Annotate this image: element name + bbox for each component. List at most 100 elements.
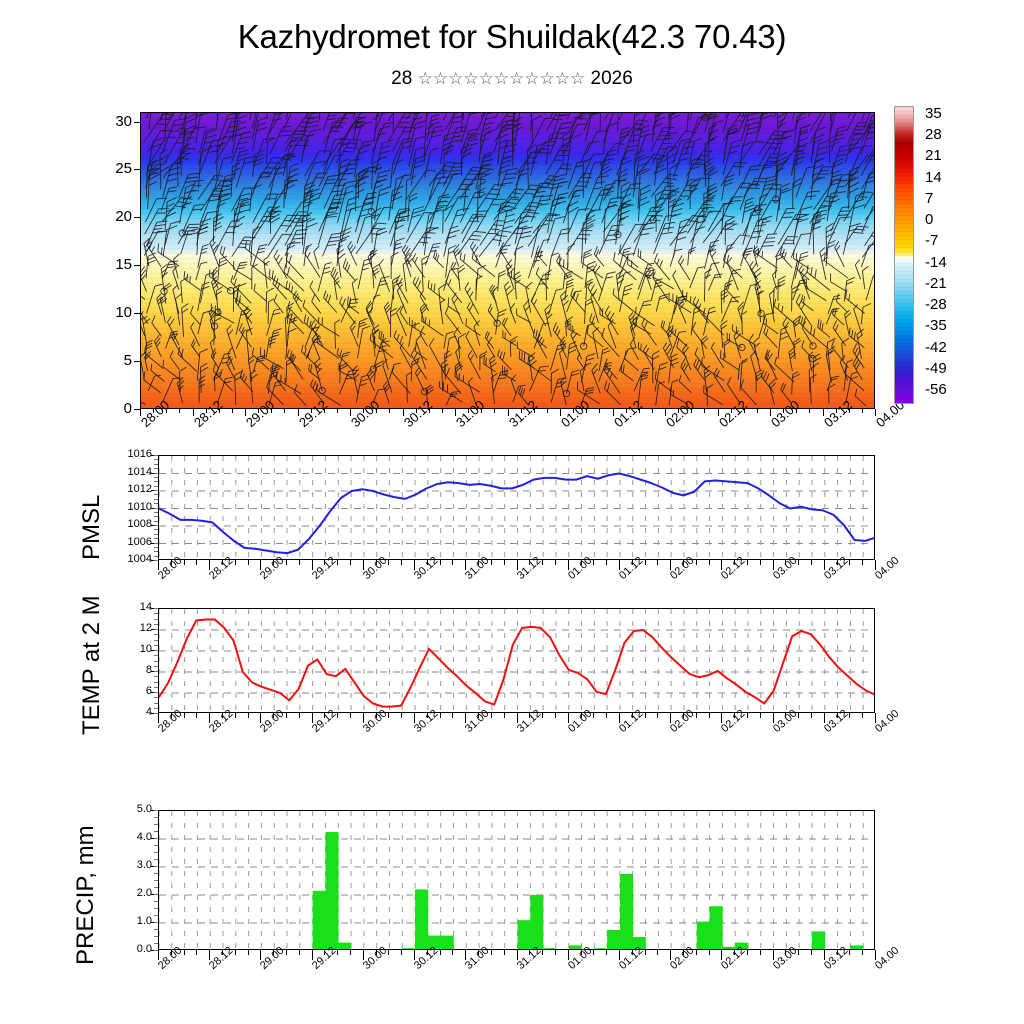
cross-section-ytick: [134, 361, 140, 363]
panel-xminor: [695, 713, 697, 718]
subtitle-year: 2026: [590, 68, 633, 89]
vertical-cross-section-plot[interactable]: [140, 112, 875, 409]
panel-xtick: [311, 560, 313, 570]
panel-xminor: [849, 950, 851, 955]
panel-yminor: [154, 929, 158, 930]
panel-xminor: [324, 950, 326, 955]
panel-yminor: [154, 560, 158, 561]
panel-xtick: [516, 560, 518, 570]
panel-xtick: [875, 560, 876, 570]
panel-ytick-label: 14: [139, 601, 152, 613]
temperature-colorbar[interactable]: [894, 106, 914, 404]
page-title-text: Kazhydromet for Shuildak(42.3 70.43): [237, 18, 787, 55]
contour-banding: [141, 113, 874, 408]
panel-ytick-label: 1010: [127, 500, 152, 513]
panel-xtick: [772, 950, 774, 960]
panel-xminor: [734, 950, 736, 955]
panel-xtick: [721, 560, 723, 570]
cross-section-ytick: [134, 313, 140, 315]
panel-xtick: [158, 713, 159, 723]
cross-section-xminor: [546, 409, 548, 413]
cross-section-ytick-label: 30: [115, 112, 132, 130]
cross-section-xminor: [231, 409, 233, 413]
panel-yminor: [154, 634, 158, 636]
panel-xminor: [503, 950, 505, 955]
cross-section-ytick-label: 5: [123, 352, 132, 370]
panel-xtick: [670, 950, 672, 960]
cross-section-xminor: [363, 409, 365, 413]
panel-yminor: [154, 623, 158, 625]
panel-xminor: [746, 713, 748, 718]
panel-xtick: [618, 713, 620, 723]
cross-section-xminor: [861, 409, 863, 413]
panel-xminor: [606, 560, 608, 565]
cross-section-xminor: [756, 409, 758, 413]
cross-section-xminor: [271, 409, 273, 413]
panel-xtick: [516, 713, 518, 723]
temperature-field: [141, 113, 874, 408]
panel-xminor: [836, 950, 838, 955]
panel-xminor: [580, 713, 582, 718]
panel-xtick: [567, 560, 569, 570]
panel-xminor: [682, 560, 684, 565]
panel-xminor: [785, 560, 787, 565]
cross-section-xminor: [179, 409, 181, 413]
cross-section-xminor: [533, 409, 535, 413]
panel-xtick: [772, 560, 774, 570]
pmsl-plot[interactable]: [158, 455, 875, 560]
panel-yminor: [154, 538, 158, 540]
panel-ytick-label: 4: [145, 706, 152, 718]
panel-xminor: [490, 560, 492, 565]
panel-yminor: [154, 507, 158, 509]
panel-xminor: [478, 713, 480, 718]
cross-section-xminor: [665, 409, 666, 413]
panel-xminor: [452, 560, 454, 565]
temp2m-plot[interactable]: [158, 608, 875, 713]
panel-xminor: [593, 713, 595, 718]
panel-yminor: [154, 838, 158, 839]
panel-ytick-label: 1016: [127, 448, 152, 460]
panel-yminor: [154, 692, 158, 693]
panel-yminor: [154, 490, 158, 491]
colorbar-tick-label: -56: [925, 381, 947, 398]
cross-section-xminor: [783, 409, 785, 413]
colorbar-tick-label: -7: [925, 232, 939, 250]
panel-xtick: [516, 950, 518, 960]
panel-xminor: [170, 950, 172, 955]
panel-xtick-label: 04.00: [873, 944, 902, 972]
panel-xminor: [234, 713, 236, 718]
panel-yminor: [154, 655, 158, 657]
cross-section-xminor: [809, 409, 811, 413]
precip-plot[interactable]: [158, 810, 875, 950]
cross-section-xminor: [494, 409, 496, 413]
panel-yminor: [154, 468, 158, 470]
cross-section-xminor: [205, 409, 207, 413]
panel-xminor: [196, 560, 198, 565]
panel-xminor: [734, 560, 736, 565]
cross-section-xminor: [455, 409, 456, 413]
panel-xminor: [170, 713, 172, 718]
cross-section-ytick: [134, 169, 140, 171]
panel-yminor: [154, 650, 158, 651]
panel-yminor: [154, 494, 158, 496]
panel-yminor: [154, 516, 158, 518]
cross-section-xminor: [625, 409, 627, 413]
cross-section-xminor: [560, 409, 561, 413]
panel-yminor: [154, 639, 158, 641]
panel-xminor: [490, 713, 492, 718]
panel-xminor: [337, 560, 339, 565]
cross-section-xminor: [376, 409, 378, 413]
panel-xminor: [426, 560, 428, 565]
panel-xminor: [183, 713, 185, 718]
cross-section-xminor: [258, 409, 260, 413]
panel-xminor: [196, 950, 198, 955]
panel-ytick-label: 1008: [127, 518, 152, 530]
panel-xtick: [823, 560, 825, 570]
panel-yminor: [154, 681, 158, 683]
panel-ytick-label: 12: [139, 622, 152, 634]
cross-section-ytick-label: 20: [115, 208, 132, 226]
panel-xminor: [785, 713, 787, 718]
panel-xminor: [746, 560, 748, 565]
precip-axis-title: PRECIP, mm: [72, 825, 99, 965]
panel-yminor: [154, 894, 158, 895]
